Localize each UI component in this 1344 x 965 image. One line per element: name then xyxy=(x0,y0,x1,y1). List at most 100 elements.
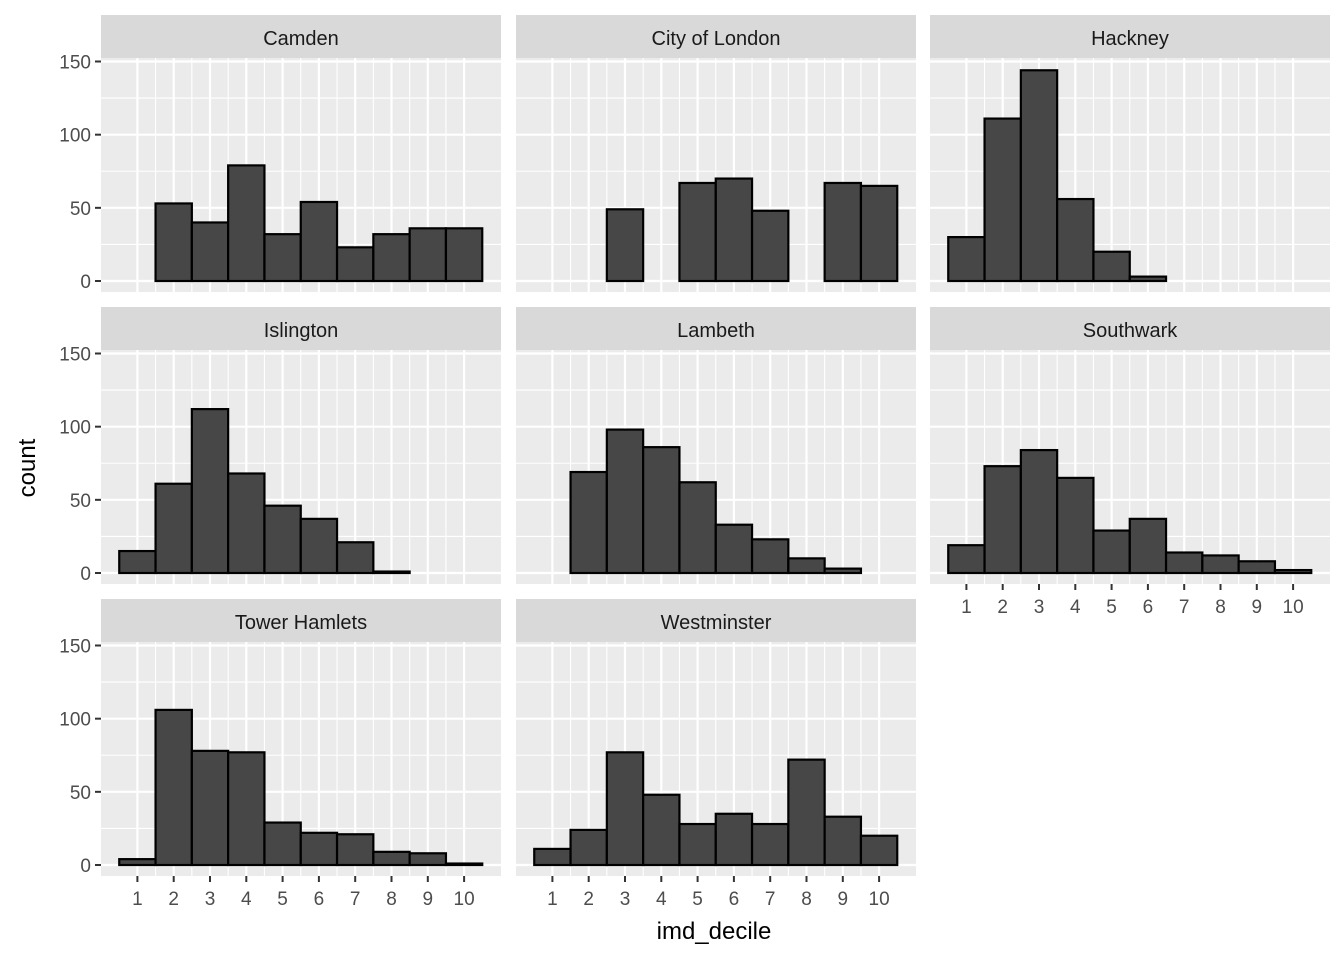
bar-islington-2 xyxy=(154,482,193,575)
facet-label: City of London xyxy=(652,28,781,50)
bar-westminster-4 xyxy=(642,793,681,867)
bar-camden-5 xyxy=(263,233,302,283)
bar-hackney-3 xyxy=(1019,69,1059,283)
bar-tower-hamlets-6 xyxy=(299,831,339,867)
x-tick-label: 2 xyxy=(583,889,594,910)
bar-westminster-10 xyxy=(859,834,899,867)
y-tick-label: 150 xyxy=(59,345,91,366)
bar-lambeth-5 xyxy=(678,481,717,575)
x-tick-label: 6 xyxy=(314,889,325,910)
y-tick-label: 100 xyxy=(59,418,91,439)
bar-westminster-5 xyxy=(678,822,717,867)
bar-islington-6 xyxy=(299,517,339,575)
x-tick-label: 2 xyxy=(168,889,179,910)
bar-southwark-1 xyxy=(947,544,986,575)
x-tick-label: 8 xyxy=(801,889,812,910)
y-tick-label: 150 xyxy=(59,53,91,74)
facet-city-of-london: City of London xyxy=(516,15,916,292)
bar-lambeth-7 xyxy=(750,538,790,575)
bar-southwark-5 xyxy=(1092,529,1131,575)
facet-tower-hamlets: Tower Hamlets 0 50 100 150 1 2 3 4 5 6 7 8 9 10 xyxy=(59,599,501,910)
y-tick-label: 50 xyxy=(70,491,91,512)
bar-lambeth-6 xyxy=(714,523,754,575)
x-tick-label: 10 xyxy=(869,889,890,910)
facet-label: Islington xyxy=(264,320,339,342)
bar-city-of-london-9 xyxy=(823,181,863,283)
x-tick-label: 8 xyxy=(386,889,397,910)
bar-islington-1 xyxy=(118,549,157,575)
bar-westminster-1 xyxy=(533,847,572,867)
bar-westminster-7 xyxy=(750,822,790,867)
bar-tower-hamlets-8 xyxy=(372,850,411,867)
bar-tower-hamlets-4 xyxy=(227,751,266,867)
facet-hackney: Hackney xyxy=(930,15,1330,292)
bar-tower-hamlets-1 xyxy=(118,858,157,867)
facet-strip xyxy=(516,15,916,58)
bar-southwark-3 xyxy=(1019,448,1059,575)
bar-islington-4 xyxy=(227,472,266,575)
bar-camden-8 xyxy=(372,233,411,283)
bar-lambeth-2 xyxy=(569,470,608,575)
facet-strip xyxy=(516,307,916,350)
bar-westminster-3 xyxy=(605,751,645,867)
x-tick-label: 7 xyxy=(765,889,776,910)
facet-label: Camden xyxy=(263,28,339,50)
y-tick-label: 0 xyxy=(80,564,91,585)
bar-tower-hamlets-3 xyxy=(190,749,230,867)
bar-camden-9 xyxy=(408,227,448,283)
facet-strip xyxy=(516,599,916,642)
bar-hackney-5 xyxy=(1092,250,1131,283)
facet-strip xyxy=(101,307,501,350)
facet-label: Southwark xyxy=(1083,320,1178,342)
bar-westminster-8 xyxy=(787,758,826,867)
x-tick-label: 6 xyxy=(729,889,740,910)
x-tick-label: 8 xyxy=(1215,597,1226,618)
bar-city-of-london-10 xyxy=(859,184,899,283)
facet-islington: Islington 0 50 100 150 xyxy=(59,307,501,585)
bar-southwark-4 xyxy=(1056,476,1095,575)
bar-southwark-6 xyxy=(1128,517,1168,575)
facet-southwark: Southwark 1 2 3 4 5 6 7 8 9 10 xyxy=(930,307,1330,618)
x-tick-label: 9 xyxy=(838,889,849,910)
x-tick-label: 4 xyxy=(241,889,252,910)
y-tick-label: 50 xyxy=(70,199,91,220)
bar-city-of-london-7 xyxy=(750,209,790,283)
bar-tower-hamlets-2 xyxy=(154,708,193,867)
x-tick-label: 1 xyxy=(132,889,143,910)
bar-islington-7 xyxy=(335,541,375,575)
bar-lambeth-3 xyxy=(605,428,645,575)
x-tick-label: 9 xyxy=(1252,597,1263,618)
y-axis-title: count xyxy=(14,438,41,497)
facet-label: Westminster xyxy=(661,612,772,634)
bar-lambeth-8 xyxy=(787,557,826,575)
x-tick-label: 4 xyxy=(1070,597,1081,618)
y-tick-label: 0 xyxy=(80,856,91,877)
x-tick-label: 3 xyxy=(620,889,631,910)
bar-islington-5 xyxy=(263,504,302,575)
facet-label: Tower Hamlets xyxy=(235,612,367,634)
x-tick-label: 5 xyxy=(1106,597,1117,618)
bar-camden-4 xyxy=(227,164,266,283)
bar-city-of-london-6 xyxy=(714,177,754,283)
x-tick-label: 7 xyxy=(350,889,361,910)
x-tick-label: 1 xyxy=(547,889,558,910)
facet-strip xyxy=(930,307,1330,350)
x-axis-title: imd_decile xyxy=(657,918,772,945)
facet-strip xyxy=(930,15,1330,58)
bar-hackney-2 xyxy=(983,117,1022,283)
x-tick-label: 5 xyxy=(692,889,703,910)
bar-westminster-2 xyxy=(569,828,608,867)
y-tick-label: 150 xyxy=(59,637,91,658)
y-tick-label: 0 xyxy=(80,272,91,293)
bar-islington-3 xyxy=(190,408,230,575)
facet-strip xyxy=(101,15,501,58)
x-tick-label: 4 xyxy=(656,889,667,910)
bar-tower-hamlets-5 xyxy=(263,821,302,867)
bar-camden-10 xyxy=(444,227,484,283)
bar-islington-8 xyxy=(372,570,411,575)
bar-hackney-4 xyxy=(1056,197,1095,283)
bar-lambeth-9 xyxy=(823,567,863,575)
x-tick-label: 10 xyxy=(1283,597,1304,618)
bar-hackney-6 xyxy=(1128,275,1168,283)
